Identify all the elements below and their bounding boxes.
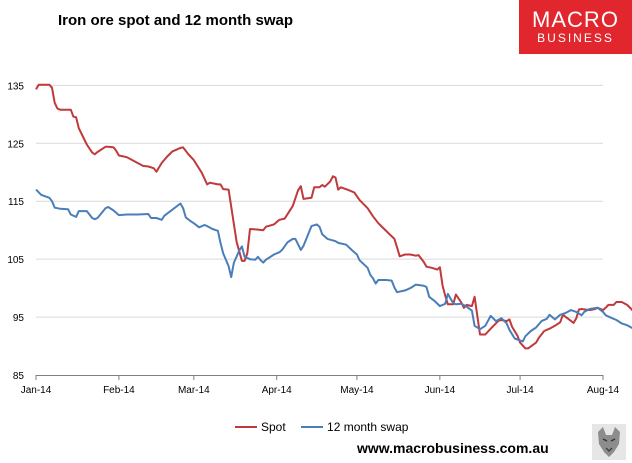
y-tick-label: 105 xyxy=(7,255,24,266)
x-tick-label: Feb-14 xyxy=(103,385,135,396)
series-line-swap xyxy=(35,188,632,343)
x-tick-label: May-14 xyxy=(340,385,374,396)
legend-label-spot: Spot xyxy=(261,420,286,434)
x-tick-labels: Jan-14 Feb-14 Mar-14 Apr-14 May-14 Jun-14 Jul-… xyxy=(21,385,620,396)
y-tick-label: 135 xyxy=(7,81,24,92)
gridlines xyxy=(36,84,603,318)
x-tick-label: Aug-14 xyxy=(587,385,620,396)
chart-title: Iron ore spot and 12 month swap xyxy=(58,12,294,29)
legend-item-spot: Spot xyxy=(235,420,286,434)
y-tick-labels: 85 95 105 115 125 135 xyxy=(7,81,24,382)
series-line-spot xyxy=(35,83,632,350)
footer-url: www.macrobusiness.com.au xyxy=(357,440,549,456)
x-tick-label: Jun-14 xyxy=(425,385,456,396)
legend: Spot 12 month swap xyxy=(235,417,420,434)
series-lines xyxy=(35,83,632,350)
logo-line-1: MACRO xyxy=(532,7,619,32)
wolf-emblem-icon xyxy=(592,424,626,460)
legend-swatch-swap xyxy=(301,426,324,428)
legend-label-swap: 12 month swap xyxy=(327,420,409,434)
x-tick-label: Jan-14 xyxy=(21,385,52,396)
y-tick-label: 95 xyxy=(13,313,25,324)
logo-line-2: BUSINESS xyxy=(537,31,614,45)
y-tick-label: 85 xyxy=(13,371,25,382)
x-tick-label: Mar-14 xyxy=(178,385,210,396)
x-tick-label: Apr-14 xyxy=(262,385,292,396)
line-chart: 85 95 105 115 125 135 Jan-14 Feb-14 Mar-14 Apr-1… xyxy=(7,81,632,396)
x-tick-label: Jul-14 xyxy=(506,385,534,396)
y-tick-label: 125 xyxy=(7,139,24,150)
macrobusiness-logo: MACRO BUSINESS xyxy=(519,0,632,54)
legend-swatch-spot xyxy=(235,426,257,428)
legend-item-swap: 12 month swap xyxy=(301,420,408,434)
y-tick-label: 115 xyxy=(8,197,24,208)
axes xyxy=(35,375,604,380)
